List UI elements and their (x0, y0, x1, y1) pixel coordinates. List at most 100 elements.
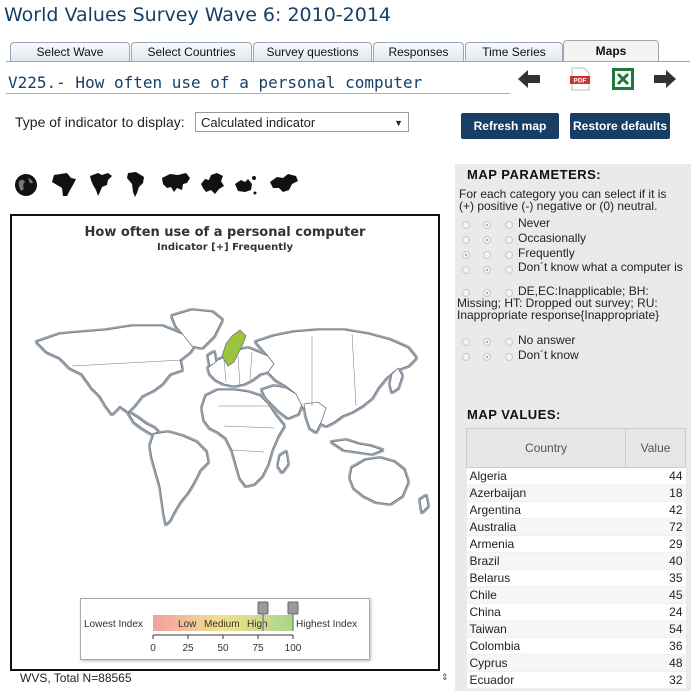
map-africa[interactable] (201, 389, 285, 487)
tab-select-countries[interactable]: Select Countries (131, 42, 252, 62)
country-cell: Chile (466, 586, 626, 604)
radio-frequently-positive[interactable] (462, 251, 470, 259)
pdf-icon[interactable]: PDF (567, 66, 593, 92)
map-central-america[interactable] (127, 411, 159, 435)
africa-icon[interactable] (49, 170, 79, 198)
table-row: China 24 (466, 603, 686, 621)
radio-no-answer-negative[interactable] (483, 338, 491, 346)
map-south-america[interactable] (149, 431, 209, 525)
excel-icon[interactable] (610, 66, 636, 92)
map-new-zealand[interactable] (419, 495, 429, 513)
category-dont-know: Don´t know (518, 348, 579, 362)
scroll-handle-icon[interactable]: ⇕ (441, 672, 449, 682)
legend-tick: 75 (252, 643, 264, 654)
radio-no-answer-positive[interactable] (462, 338, 470, 346)
tab-responses[interactable]: Responses (373, 42, 464, 62)
tab-select-wave[interactable]: Select Wave (10, 42, 130, 62)
map-indonesia[interactable] (330, 439, 384, 455)
value-cell: 40 (625, 552, 686, 570)
radio-occasionally-neutral[interactable] (505, 236, 513, 244)
category-occasionally: Occasionally (518, 231, 587, 245)
table-row: Australia 72 (466, 518, 686, 536)
map-europe[interactable] (207, 347, 275, 387)
table-row: Belarus 35 (466, 569, 686, 587)
table-row: Taiwan 54 (466, 620, 686, 638)
globe-icon[interactable] (13, 170, 39, 198)
radio-frequently-neutral[interactable] (505, 251, 513, 259)
country-cell: Armenia (466, 535, 626, 553)
value-cell: 36 (625, 637, 686, 655)
tab-time-series[interactable]: Time Series (465, 42, 563, 62)
value-cell: 32 (625, 671, 686, 689)
radio-frequently-negative[interactable] (483, 251, 491, 259)
world-map[interactable] (12, 256, 438, 556)
map-madagascar[interactable] (277, 451, 289, 473)
radio-never-neutral[interactable] (505, 221, 513, 229)
table-row: Chile 45 (466, 586, 686, 604)
legend-slider-handle-max[interactable] (287, 601, 299, 631)
legend-slider-handle-min[interactable] (257, 601, 269, 631)
map-australia[interactable] (349, 457, 409, 505)
radio-occasionally-negative[interactable] (483, 236, 491, 244)
refresh-map-button[interactable]: Refresh map (461, 113, 559, 139)
value-cell: 29 (625, 535, 686, 553)
legend-low: Low (178, 619, 197, 630)
map-subtitle: Indicator [+] Frequently (157, 242, 293, 253)
arrow-right-icon[interactable] (652, 66, 678, 92)
arrow-left-icon[interactable] (516, 66, 542, 92)
footer-note: WVS, Total N=88565 (20, 671, 132, 685)
map-middle-east[interactable] (261, 385, 303, 419)
map-uk[interactable] (207, 351, 217, 367)
radio-never-positive[interactable] (462, 221, 470, 229)
north-america-icon[interactable] (88, 170, 114, 198)
map-values-table: Country Value Algeria 44 Azerbaijan 18 Arg… (465, 428, 686, 689)
south-america-icon[interactable] (124, 170, 148, 198)
map-scandinavia-highlight[interactable] (221, 329, 247, 367)
value-cell: 24 (625, 603, 686, 621)
radio-dont-know-positive[interactable] (462, 353, 470, 361)
radio-occasionally-positive[interactable] (462, 236, 470, 244)
radio-no-answer-neutral[interactable] (505, 338, 513, 346)
indicator-type-label: Type of indicator to display: (15, 114, 185, 130)
radio-dont-know-negative[interactable] (483, 353, 491, 361)
country-cell: Azerbaijan (466, 484, 626, 502)
europe-icon[interactable] (197, 170, 227, 198)
column-header-value[interactable]: Value (625, 428, 686, 468)
legend-tick: 50 (217, 643, 229, 654)
value-cell: 42 (625, 501, 686, 519)
radio-inapplicable-positive[interactable] (462, 289, 470, 297)
map-japan[interactable] (389, 367, 403, 393)
map-north-america[interactable] (36, 325, 198, 415)
radio-dont-know-computer-negative[interactable] (483, 266, 491, 274)
country-cell: Brazil (466, 552, 626, 570)
legend-scale: Lowest Index Highest Index Low Medium Hi… (84, 601, 357, 654)
radio-inapplicable-negative[interactable] (483, 289, 491, 297)
asia-icon[interactable] (160, 170, 192, 198)
middle-east-icon[interactable] (268, 170, 300, 198)
table-row: Cyprus 48 (466, 654, 686, 672)
oceania-icon[interactable] (232, 170, 258, 198)
category-dont-know-computer: Don´t know what a computer is (518, 260, 683, 274)
tab-survey-questions[interactable]: Survey questions (253, 42, 372, 62)
map-asia[interactable] (255, 329, 417, 427)
legend-medium: Medium (204, 619, 240, 630)
pdf-icon-text: PDF (574, 78, 587, 85)
value-cell: 18 (625, 484, 686, 502)
radio-dont-know-computer-neutral[interactable] (505, 266, 513, 274)
column-header-country[interactable]: Country (465, 428, 627, 468)
map-title: How often use of a personal computer (84, 225, 366, 240)
tab-maps[interactable]: Maps (563, 40, 659, 62)
table-row: Colombia 36 (466, 637, 686, 655)
category-frequently: Frequently (518, 246, 575, 260)
country-cell: Taiwan (466, 620, 626, 638)
map-greenland[interactable] (171, 309, 223, 349)
radio-inapplicable-neutral[interactable] (505, 289, 513, 297)
indicator-type-select[interactable]: Calculated indicator ▼ (195, 112, 409, 132)
restore-defaults-button[interactable]: Restore defaults (570, 113, 670, 139)
table-row: Azerbaijan 18 (466, 484, 686, 502)
radio-never-negative[interactable] (483, 221, 491, 229)
radio-dont-know-computer-positive[interactable] (462, 266, 470, 274)
radio-dont-know-neutral[interactable] (505, 353, 513, 361)
map-india[interactable] (303, 401, 327, 433)
category-never: Never (518, 216, 551, 230)
